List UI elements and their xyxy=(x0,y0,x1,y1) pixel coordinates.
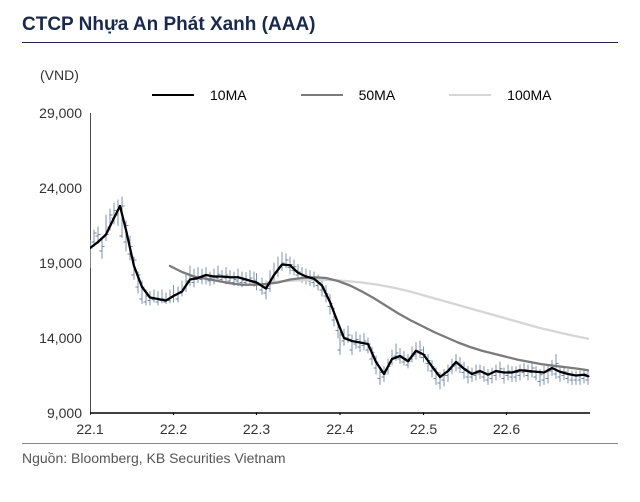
x-tick-label: 22.6 xyxy=(493,421,520,437)
y-tick-label: 24,000 xyxy=(22,180,82,196)
chart-svg xyxy=(90,113,590,415)
x-tick-label: 22.5 xyxy=(410,421,437,437)
legend-item: 50MA xyxy=(301,87,396,103)
chart-container: CTCP Nhựa An Phát Xanh (AAA) (VND) 10MA 5… xyxy=(0,0,640,502)
x-tick-label: 22.4 xyxy=(326,421,353,437)
source-line: Nguồn: Bloomberg, KB Securities Vietnam xyxy=(22,450,618,466)
footer-divider xyxy=(22,443,618,444)
legend-item: 100MA xyxy=(449,87,551,103)
x-tick-label: 22.1 xyxy=(76,421,103,437)
legend: 10MA 50MA 100MA xyxy=(152,87,618,103)
legend-label: 50MA xyxy=(359,87,396,103)
title-divider xyxy=(22,42,618,43)
y-axis-label: (VND) xyxy=(40,67,618,83)
page-title: CTCP Nhựa An Phát Xanh (AAA) xyxy=(22,14,618,42)
legend-swatch xyxy=(449,94,491,96)
x-tick-label: 22.3 xyxy=(243,421,270,437)
y-tick-label: 14,000 xyxy=(22,330,82,346)
legend-item: 10MA xyxy=(152,87,247,103)
y-tick-label: 9,000 xyxy=(22,405,82,421)
legend-label: 100MA xyxy=(507,87,551,103)
y-tick-label: 19,000 xyxy=(22,255,82,271)
y-tick-label: 29,000 xyxy=(22,105,82,121)
chart-area: 9,00014,00019,00024,00029,00022.122.222.… xyxy=(22,113,602,433)
legend-swatch xyxy=(152,94,194,96)
x-tick-label: 22.2 xyxy=(160,421,187,437)
legend-swatch xyxy=(301,94,343,96)
legend-label: 10MA xyxy=(210,87,247,103)
